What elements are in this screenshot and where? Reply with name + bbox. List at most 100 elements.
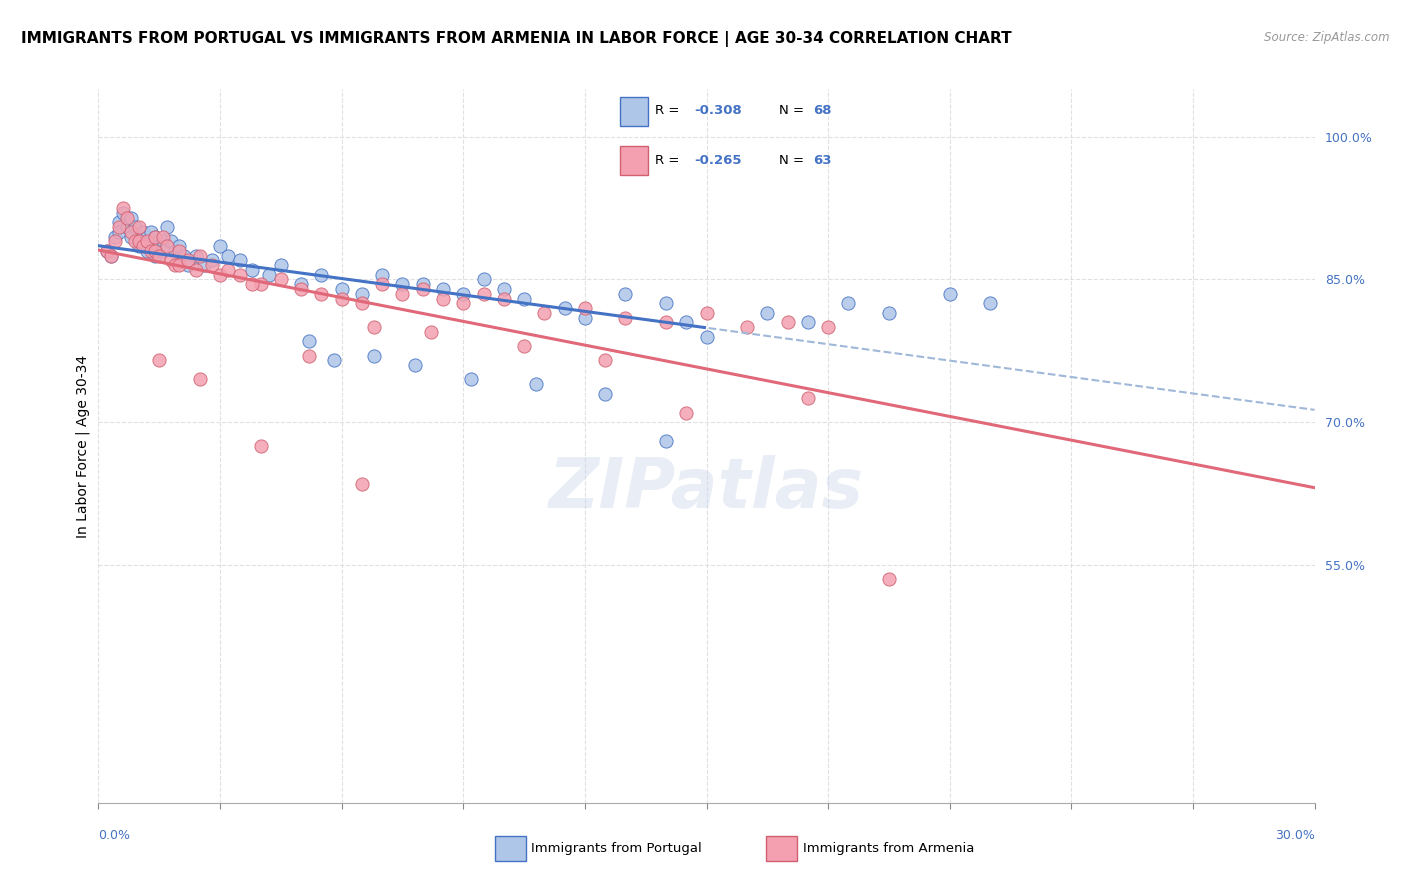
Point — [298, 349, 321, 363]
Point — [675, 406, 697, 420]
Point — [593, 386, 616, 401]
Text: Immigrants from Portugal: Immigrants from Portugal — [531, 842, 702, 855]
Point — [472, 286, 495, 301]
Point — [128, 235, 150, 249]
Point — [735, 320, 758, 334]
Point — [363, 349, 385, 363]
Text: IMMIGRANTS FROM PORTUGAL VS IMMIGRANTS FROM ARMENIA IN LABOR FORCE | AGE 30-34 C: IMMIGRANTS FROM PORTUGAL VS IMMIGRANTS F… — [21, 31, 1012, 47]
Point — [100, 249, 122, 263]
Point — [188, 372, 211, 386]
Text: 0.0%: 0.0% — [98, 830, 131, 842]
Point — [554, 301, 576, 315]
Point — [290, 282, 312, 296]
Point — [176, 258, 198, 272]
Point — [696, 329, 718, 343]
Point — [176, 253, 198, 268]
Point — [184, 263, 207, 277]
Bar — [620, 146, 648, 175]
Y-axis label: In Labor Force | Age 30-34: In Labor Force | Age 30-34 — [76, 354, 90, 538]
Point — [614, 286, 637, 301]
Point — [270, 258, 292, 272]
Point — [132, 239, 155, 253]
Point — [139, 244, 162, 258]
Point — [229, 253, 252, 268]
Point — [173, 249, 195, 263]
Point — [184, 249, 207, 263]
Point — [371, 277, 394, 292]
Point — [797, 315, 820, 329]
Point — [655, 296, 678, 310]
Point — [391, 286, 413, 301]
Point — [363, 320, 385, 334]
Point — [574, 310, 596, 325]
Point — [404, 358, 426, 372]
Point — [107, 220, 129, 235]
Point — [124, 220, 146, 235]
Point — [120, 229, 142, 244]
Text: ZIPatlas: ZIPatlas — [548, 455, 865, 523]
Point — [132, 225, 155, 239]
Point — [533, 306, 555, 320]
Point — [128, 220, 150, 235]
Point — [614, 310, 637, 325]
Point — [460, 372, 482, 386]
Point — [249, 277, 271, 292]
Point — [152, 229, 174, 244]
Point — [432, 292, 454, 306]
Point — [242, 263, 264, 277]
Point — [104, 229, 127, 244]
Point — [311, 268, 333, 282]
Point — [160, 235, 183, 249]
Point — [877, 306, 900, 320]
Point — [209, 268, 232, 282]
Point — [143, 249, 166, 263]
Point — [472, 272, 495, 286]
Text: N =: N = — [779, 104, 808, 118]
Point — [143, 229, 166, 244]
Point — [124, 235, 146, 249]
Point — [209, 239, 232, 253]
Point — [350, 477, 373, 491]
Point — [696, 306, 718, 320]
Point — [574, 301, 596, 315]
Point — [136, 229, 159, 244]
Point — [217, 263, 239, 277]
Point — [169, 239, 191, 253]
Point — [817, 320, 839, 334]
Point — [453, 286, 475, 301]
Point — [169, 244, 191, 258]
Text: 68: 68 — [813, 104, 831, 118]
Point — [322, 353, 344, 368]
Point — [165, 244, 187, 258]
Point — [107, 225, 129, 239]
Bar — [766, 836, 797, 861]
Point — [776, 315, 799, 329]
Point — [242, 277, 264, 292]
Point — [270, 272, 292, 286]
Point — [877, 572, 900, 586]
Point — [412, 277, 434, 292]
Point — [201, 258, 224, 272]
Point — [136, 244, 159, 258]
Point — [143, 244, 166, 258]
Point — [160, 253, 183, 268]
Point — [391, 277, 413, 292]
Point — [371, 268, 394, 282]
Text: R =: R = — [655, 104, 683, 118]
Text: Source: ZipAtlas.com: Source: ZipAtlas.com — [1264, 31, 1389, 45]
Point — [419, 325, 441, 339]
Point — [492, 282, 515, 296]
Point — [115, 211, 138, 225]
Point — [152, 244, 174, 258]
Text: -0.308: -0.308 — [695, 104, 742, 118]
Point — [330, 292, 353, 306]
Point — [152, 235, 174, 249]
Point — [513, 339, 536, 353]
Point — [115, 220, 138, 235]
Point — [104, 235, 127, 249]
Point — [111, 201, 134, 215]
Point — [756, 306, 779, 320]
Point — [257, 268, 280, 282]
Point — [655, 315, 678, 329]
Point — [593, 353, 616, 368]
